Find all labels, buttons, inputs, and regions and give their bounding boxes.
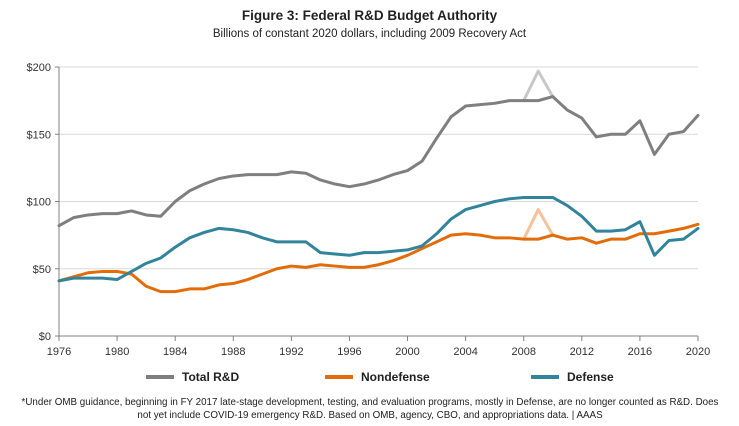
x-tick-label: 2008 [511,346,535,358]
x-tick-label: 1988 [221,346,245,358]
recovery-act-line [522,208,555,241]
x-tick-label: 2020 [686,346,710,358]
axes [55,66,699,341]
x-tick-label: 2000 [395,346,419,358]
series-lines [57,69,700,294]
x-tick-label: 1980 [105,346,129,358]
x-tick-label: 1976 [47,346,71,358]
series-line-total-r-d [57,95,700,228]
y-tick-label: $100 [27,197,51,209]
legend-label-nondefense: Nondefense [361,370,430,384]
legend-item-total: Total R&D [146,370,239,384]
x-tick-label: 2016 [628,346,652,358]
y-tick-label: $50 [33,264,51,276]
gridlines [59,66,698,270]
legend-label-defense: Defense [567,370,614,384]
footnote: *Under OMB guidance, beginning in FY 201… [20,396,720,422]
chart-title: Figure 3: Federal R&D Budget Authority [241,8,498,23]
legend-swatch-defense [531,375,559,379]
legend: Total R&D Nondefense Defense [0,370,739,390]
series-line-defense [57,195,700,283]
series-line-nondefense [57,222,700,294]
tick-labels: $0 $50 $100 $150 $200 1976 1980 1984 1988 1992 199… [27,62,711,358]
legend-swatch-total [146,375,174,379]
recovery-act-line [522,69,555,103]
x-tick-label: 1992 [279,346,303,358]
legend-item-nondefense: Nondefense [325,370,430,384]
chart-subtitle: Billions of constant 2020 dollars, inclu… [212,28,527,40]
y-tick-label: $200 [27,62,51,74]
legend-label-total: Total R&D [182,370,240,384]
footnote-line-2: not yet include COVID-19 emergency R&D. … [137,410,603,421]
legend-item-defense: Defense [531,370,614,384]
x-tick-label: 2004 [453,346,477,358]
legend-swatch-nondefense [325,375,353,379]
x-tick-label: 1996 [337,346,361,358]
x-tick-label: 1984 [163,346,187,358]
y-tick-label: $150 [27,129,51,141]
y-tick-label: $0 [39,331,51,343]
x-tick-label: 2012 [570,346,594,358]
footnote-line-1: *Under OMB guidance, beginning in FY 201… [21,397,719,408]
